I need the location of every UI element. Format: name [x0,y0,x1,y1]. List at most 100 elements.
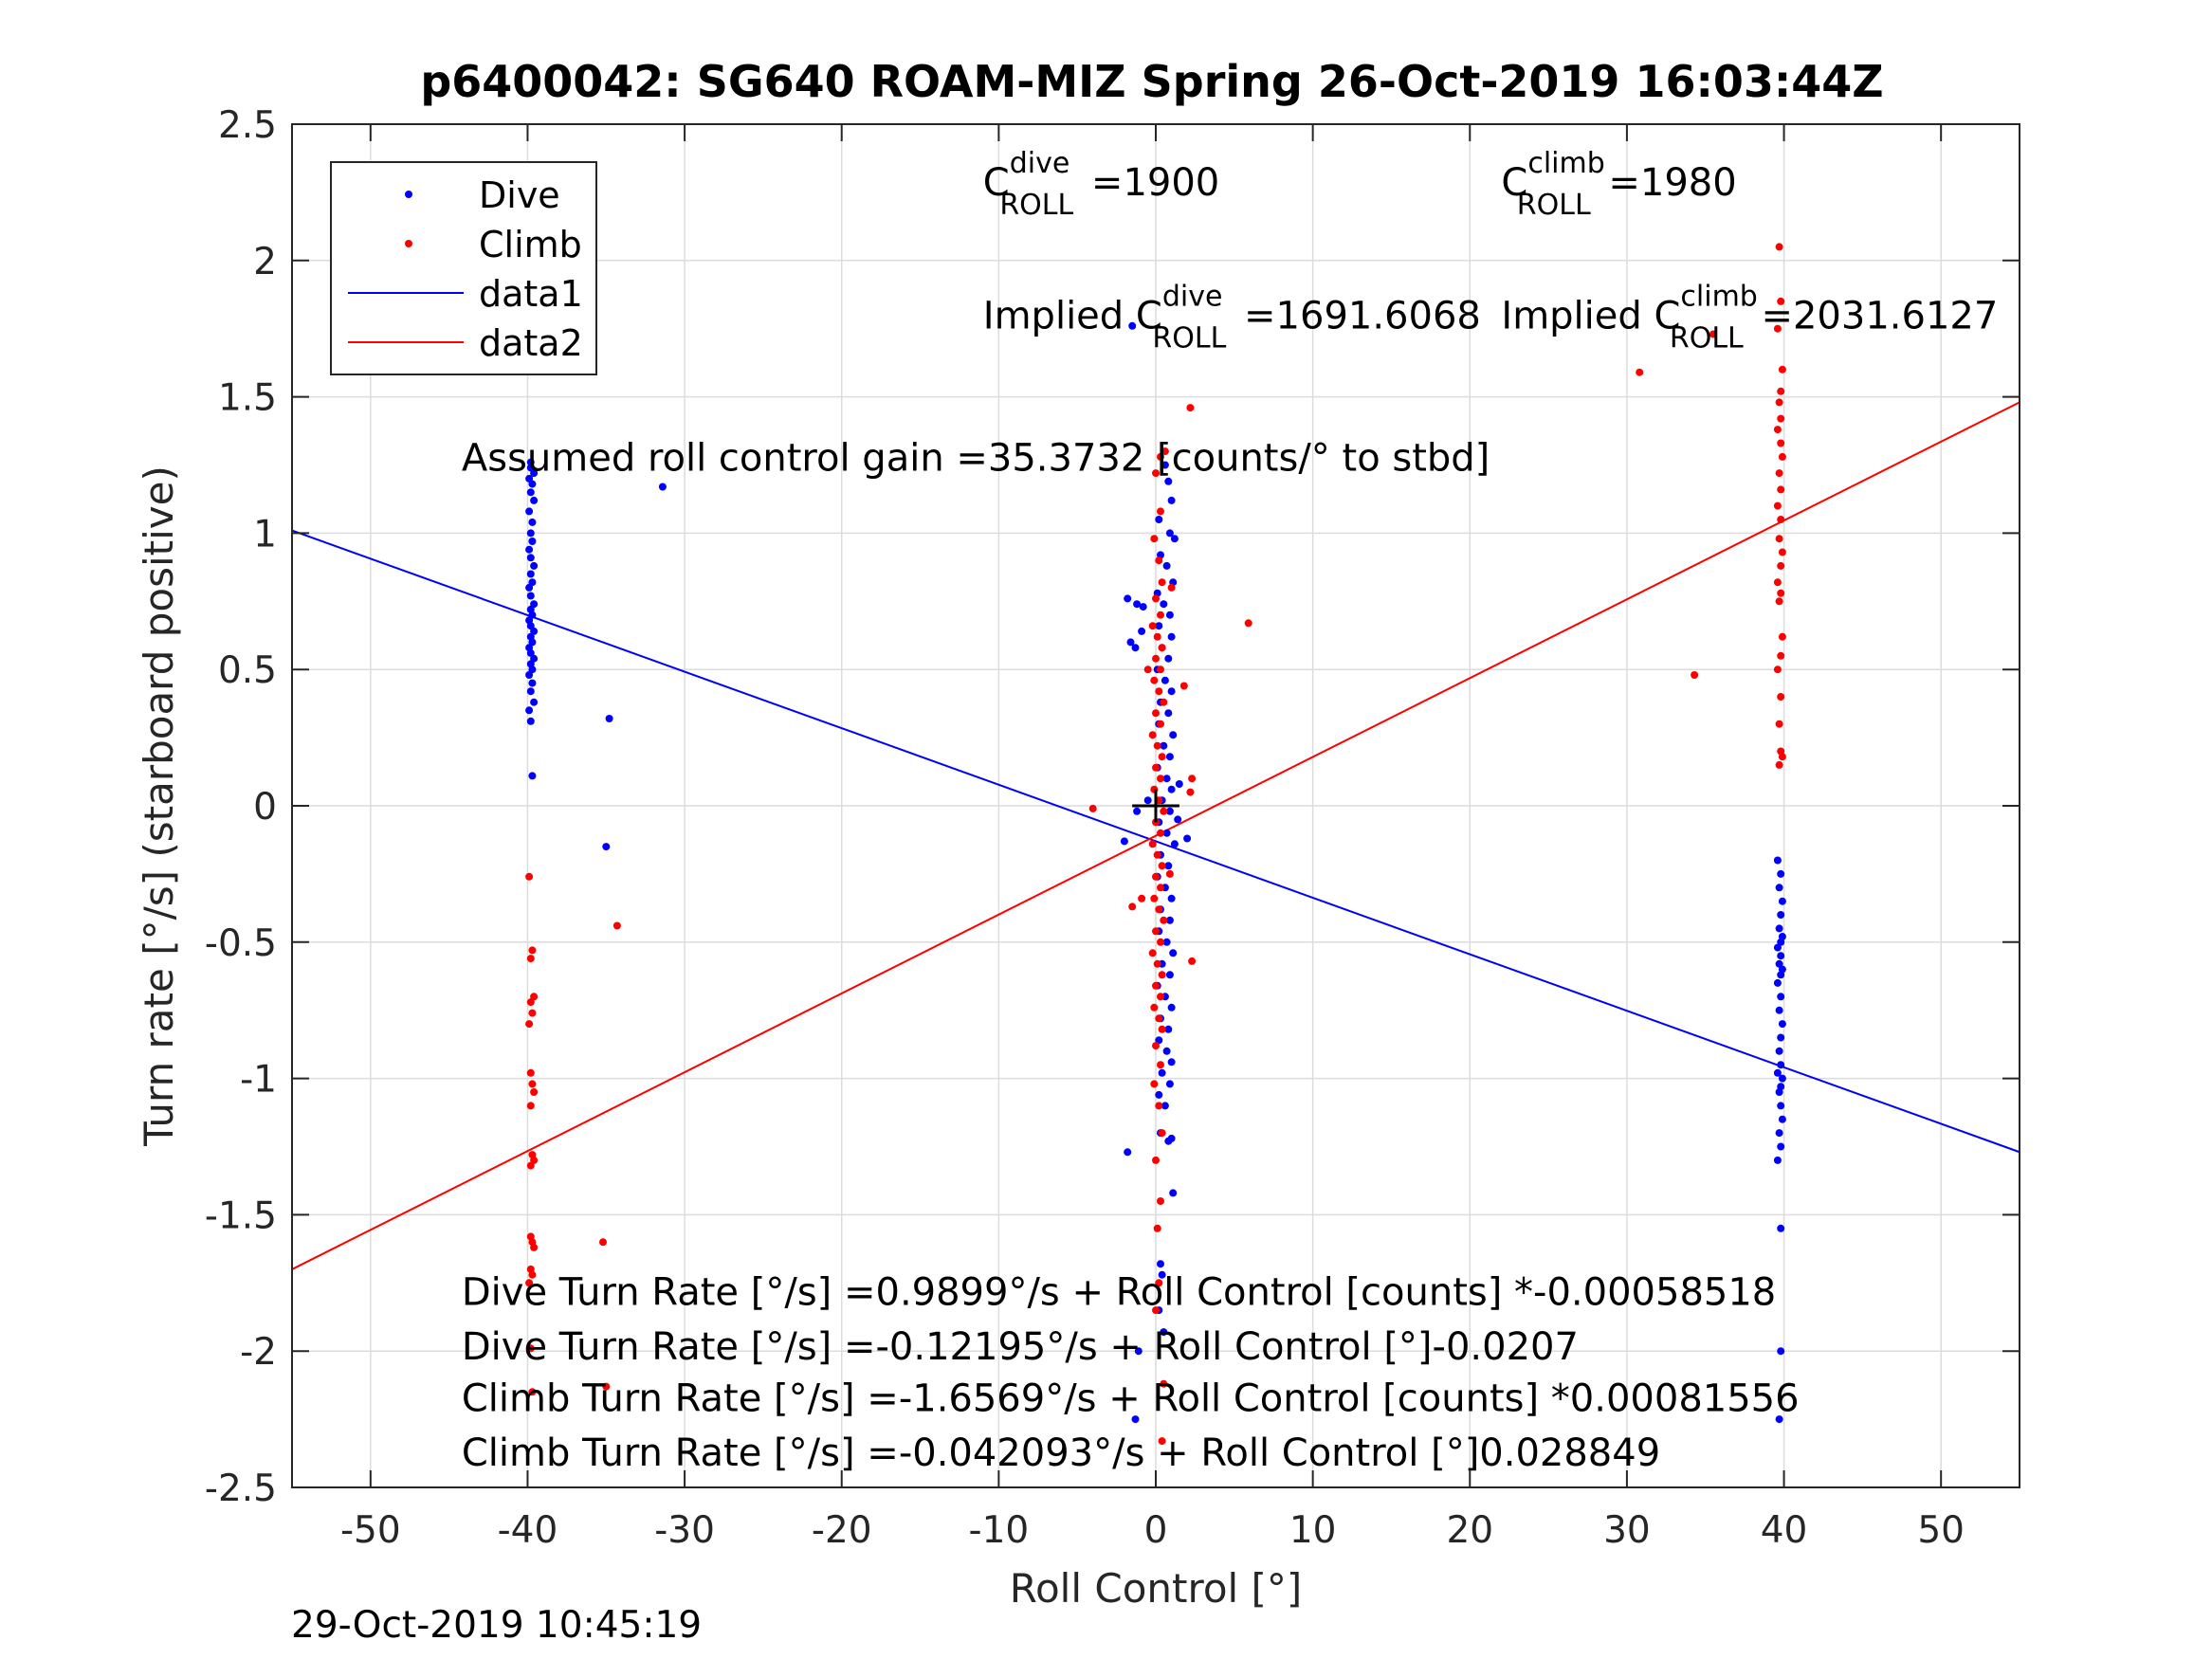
x-tick-label: 40 [1761,1509,1808,1552]
climb-point [1152,818,1160,827]
axis-ticks: -50 -40 -30 -20 -10 0 10 20 30 40 50-2.5-2-1.5-1-0… [205,104,2020,1552]
legend-label: data2 [479,322,583,364]
climb-point [1158,753,1166,761]
climb-point [530,993,539,1001]
dive-point [528,772,537,780]
dive-point [1165,529,1174,538]
dive-point [1778,897,1786,905]
climb-point [530,1243,539,1251]
climb-point [1158,644,1166,652]
fit-equation-text: Climb Turn Rate [°/s] =-0.042093°/s + Ro… [462,1431,1660,1475]
dive-point [526,554,535,562]
dive-point [530,561,539,570]
fit-equation-text: Dive Turn Rate [°/s] =-0.12195°/s + Roll… [462,1325,1579,1369]
dive-point [528,480,537,488]
y-tick-label: -2 [240,1331,277,1374]
dive-point [1134,1347,1143,1356]
climb-point [1152,872,1160,881]
dive-point [1775,1006,1783,1014]
climb-point [1157,452,1164,461]
climb-point [1155,687,1163,696]
dive-point [526,592,535,600]
climb-point [1157,665,1164,674]
climb-point [1777,439,1785,447]
climb-point [1152,763,1160,772]
dive-point [1162,829,1171,837]
dive-point [1155,516,1163,523]
origin-cross [1132,789,1179,823]
fit-line-data2 [291,401,2020,1270]
y-tick-label: -2.5 [205,1468,277,1510]
climb-point [1150,1003,1159,1012]
climb-point [526,1068,535,1077]
dive-point [1165,611,1174,619]
climb-point [1152,654,1160,663]
climb-point [1775,760,1783,769]
climb-point [1152,927,1160,936]
climb-point [1691,671,1699,679]
dive-point [1164,477,1173,485]
dive-point [1165,916,1174,924]
dive-point [1777,993,1785,1001]
dive-point [1162,1047,1171,1055]
climb-point [1158,971,1166,979]
dive-point [1165,753,1174,761]
dive-point [1167,496,1176,504]
climb-point [1773,324,1782,333]
dive-point [1777,971,1785,979]
climb-point [526,955,535,963]
climb-point [1636,368,1644,376]
fit-equation-text: Dive Turn Rate [°/s] =0.9899°/s + Roll C… [462,1270,1776,1314]
dive-point [1167,1003,1176,1012]
dive-point [1165,1080,1174,1088]
dive-point [1143,796,1152,805]
dive-point [526,570,535,578]
dive-point [1170,840,1179,848]
fit-equation-text: Climb Turn Rate [°/s] =-1.6569°/s + Roll… [462,1376,1800,1420]
dive-point [1160,600,1168,609]
climb-point [1157,1197,1164,1205]
legend-marker-dive [405,191,412,198]
dive-point [1158,1270,1166,1279]
y-tick-label: 1.5 [218,377,277,420]
climb-point [1153,632,1161,641]
dive-point [530,496,539,504]
dive-point [1777,1347,1785,1356]
dive-point [526,488,535,497]
dive-point [528,665,537,674]
dive-point [528,638,537,647]
dive-point [1777,952,1785,960]
climb-point [1148,949,1157,957]
climb-point [1152,709,1160,718]
dive-point [1124,1148,1132,1157]
climb-point [526,1161,535,1170]
footer-timestamp: 29-Oct-2019 10:45:19 [291,1604,703,1647]
climb-point [1157,775,1164,783]
dive-point [530,469,539,478]
climb-point [1775,720,1783,728]
dive-point [1775,1415,1783,1424]
dive-point [525,545,534,554]
climb-point [1150,894,1159,902]
climb-point [1157,829,1164,837]
x-tick-label: -20 [812,1509,872,1552]
legend-label: data1 [479,273,583,315]
dive-point [1777,1061,1785,1069]
climb-point [1152,1156,1160,1164]
climb-point [1775,398,1783,407]
dive-point [1775,1088,1783,1096]
climb-point [1150,1080,1159,1088]
dive-point [1778,1115,1786,1123]
climb-point [1155,1279,1163,1287]
chart-title: p6400042: SG640 ROAM-MIZ Spring 26-Oct-2… [420,56,1883,107]
x-tick-label: 50 [1917,1509,1965,1552]
climb-point [1155,556,1163,565]
climb-point [1157,993,1164,1001]
fit-line-data1 [291,529,2020,1154]
dive-point [525,583,534,592]
climb-point [528,1009,537,1017]
roll-gain-annotation: Assumed roll control gain =35.3732 [coun… [462,436,1490,480]
climb-point [1153,741,1161,750]
climb-point [1158,862,1166,870]
